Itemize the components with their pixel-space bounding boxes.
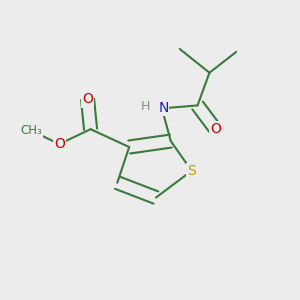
Text: O: O — [210, 122, 221, 136]
Text: O: O — [82, 92, 93, 106]
Text: H: H — [141, 100, 150, 113]
Text: O: O — [54, 137, 65, 151]
Text: N: N — [158, 101, 169, 116]
Text: CH₃: CH₃ — [20, 124, 42, 137]
Text: S: S — [187, 164, 196, 178]
